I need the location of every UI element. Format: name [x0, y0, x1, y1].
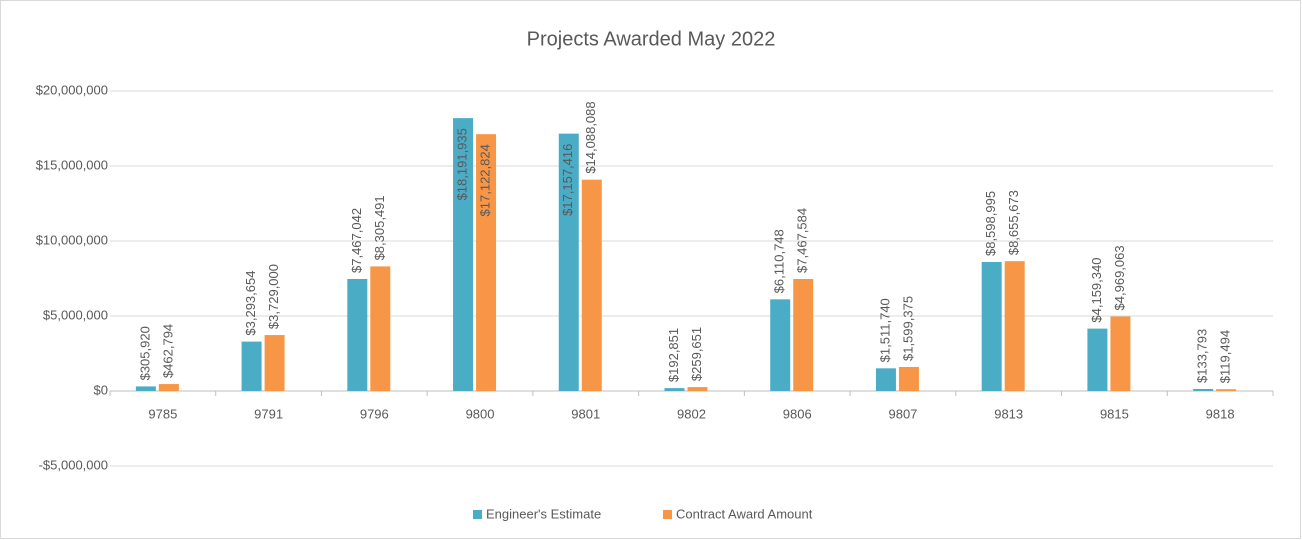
data-label: $259,651: [689, 327, 704, 381]
bar: [158, 384, 179, 391]
data-label: $462,794: [160, 324, 175, 378]
x-tick-label: 9800: [466, 406, 495, 421]
data-label: $18,191,935: [454, 128, 469, 200]
x-tick-label: 9818: [1206, 406, 1235, 421]
x-tick-label: 9785: [148, 406, 177, 421]
chart-title: Projects Awarded May 2022: [527, 28, 776, 50]
bar: [875, 368, 896, 391]
data-label: $8,598,995: [983, 191, 998, 256]
bar: [898, 367, 919, 391]
bar: [347, 278, 368, 391]
y-tick-label: $10,000,000: [36, 232, 108, 247]
data-label: $305,920: [137, 326, 152, 380]
data-label: $1,511,740: [877, 298, 892, 362]
bar: [453, 118, 474, 391]
data-label: $3,293,654: [243, 271, 258, 336]
data-label: $8,305,491: [372, 195, 387, 260]
bar: [664, 388, 685, 391]
bar: [370, 266, 391, 391]
data-label: $192,851: [666, 328, 681, 382]
legend-label: Engineer's Estimate: [486, 506, 601, 521]
bar: [264, 335, 285, 391]
x-tick-label: 9813: [994, 406, 1023, 421]
x-tick-label: 9791: [254, 406, 283, 421]
bar: [558, 133, 579, 391]
y-tick-label: $5,000,000: [43, 307, 108, 322]
data-label: $8,655,673: [1006, 190, 1021, 255]
data-label: $17,122,824: [477, 144, 492, 216]
bar: [1004, 261, 1025, 391]
bar: [1193, 388, 1214, 391]
data-label: $4,159,340: [1089, 258, 1104, 323]
legend-swatch: [473, 510, 482, 519]
x-tick-label: 9807: [888, 406, 917, 421]
bar: [241, 341, 262, 391]
data-label: $7,467,042: [349, 208, 364, 273]
data-label: $133,793: [1195, 329, 1210, 383]
x-tick-label: 9801: [571, 406, 600, 421]
y-tick-label: $15,000,000: [36, 157, 108, 172]
x-tick-label: 9815: [1100, 406, 1129, 421]
data-label: $17,157,416: [560, 144, 575, 216]
data-label: $1,599,375: [900, 296, 915, 361]
x-tick-label: 9796: [360, 406, 389, 421]
y-tick-label: -$5,000,000: [39, 457, 108, 472]
y-tick-label: $0: [94, 382, 108, 397]
legend-swatch: [663, 510, 672, 519]
x-tick-label: 9806: [783, 406, 812, 421]
data-label: $14,088,088: [583, 101, 598, 173]
bar: [981, 262, 1002, 391]
data-label: $6,110,748: [772, 229, 787, 293]
data-label: $119,494: [1218, 330, 1233, 383]
bar: [1110, 316, 1131, 391]
bar: [793, 278, 814, 391]
bar: [1087, 328, 1108, 391]
data-label: $7,467,584: [795, 208, 810, 273]
bar: [135, 386, 156, 391]
legend-label: Contract Award Amount: [676, 506, 813, 521]
x-tick-label: 9802: [677, 406, 706, 421]
bar: [476, 134, 497, 391]
y-tick-label: $20,000,000: [36, 82, 108, 97]
bar: [770, 299, 791, 391]
data-label: $3,729,000: [266, 264, 281, 329]
bar: [687, 387, 708, 391]
bar: [581, 179, 602, 391]
bar: [1216, 389, 1237, 391]
data-label: $4,969,063: [1112, 245, 1127, 310]
